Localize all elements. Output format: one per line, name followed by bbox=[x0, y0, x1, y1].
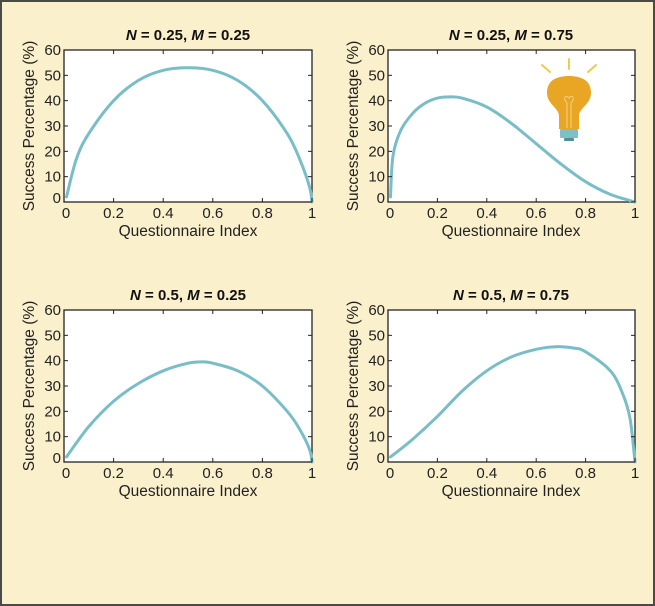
x-tick-label: 0.2 bbox=[427, 205, 448, 222]
y-tick-label: 30 bbox=[44, 378, 61, 395]
x-tick-label: 0.4 bbox=[476, 465, 497, 482]
y-tick-label: 50 bbox=[44, 327, 61, 344]
x-axis-label: Questionnaire Index bbox=[119, 223, 258, 240]
y-axis-label: Success Percentage (%) bbox=[345, 41, 362, 212]
panel-n025-m075: N = 0.25, M = 0.75 Questionnaire Index S… bbox=[345, 27, 639, 240]
y-tick-label: 30 bbox=[368, 118, 385, 135]
data-line bbox=[65, 66, 314, 204]
x-tick-label: 0.8 bbox=[252, 205, 273, 222]
y-tick-label: 20 bbox=[44, 143, 61, 160]
x-axis-label: Questionnaire Index bbox=[442, 483, 581, 500]
panel-title: N = 0.25, M = 0.25 bbox=[126, 27, 250, 44]
y-tick-label: 40 bbox=[368, 93, 385, 110]
y-axis-label: Success Percentage (%) bbox=[345, 301, 362, 472]
y-tick-label: 0 bbox=[377, 450, 385, 467]
y-tick-label: 60 bbox=[44, 42, 61, 59]
y-tick-label: 60 bbox=[368, 42, 385, 59]
lightbulb-icon bbox=[541, 58, 597, 141]
x-tick-label: 0.8 bbox=[252, 465, 273, 482]
y-tick-label: 50 bbox=[44, 67, 61, 84]
y-tick-label: 0 bbox=[377, 190, 385, 207]
x-axis-label: Questionnaire Index bbox=[119, 483, 258, 500]
x-tick-label: 0.6 bbox=[526, 465, 547, 482]
y-tick-label: 10 bbox=[368, 429, 385, 446]
y-tick-label: 60 bbox=[44, 302, 61, 319]
x-tick-label: 0.8 bbox=[575, 465, 596, 482]
plot-area bbox=[387, 309, 636, 463]
y-tick-label: 0 bbox=[53, 190, 61, 207]
panel-n05-m025: N = 0.5, M = 0.25 Questionnaire Index Su… bbox=[21, 287, 316, 500]
data-line bbox=[389, 95, 637, 204]
data-line bbox=[65, 360, 314, 464]
y-tick-label: 50 bbox=[368, 327, 385, 344]
data-line bbox=[389, 345, 637, 464]
y-tick-label: 40 bbox=[44, 93, 61, 110]
x-tick-label: 0.2 bbox=[103, 205, 124, 222]
y-tick-label: 30 bbox=[44, 118, 61, 135]
y-tick-label: 20 bbox=[44, 403, 61, 420]
x-tick-label: 0.2 bbox=[103, 465, 124, 482]
y-tick-label: 60 bbox=[368, 302, 385, 319]
x-tick-label: 0.4 bbox=[153, 465, 174, 482]
x-tick-label: 0 bbox=[62, 465, 70, 482]
x-tick-label: 1 bbox=[631, 205, 639, 222]
y-tick-label: 20 bbox=[368, 403, 385, 420]
y-tick-label: 10 bbox=[368, 169, 385, 186]
x-tick-label: 0.6 bbox=[202, 465, 223, 482]
panel-title: N = 0.5, M = 0.75 bbox=[453, 287, 569, 304]
y-tick-label: 50 bbox=[368, 67, 385, 84]
y-tick-label: 10 bbox=[44, 429, 61, 446]
y-tick-label: 0 bbox=[53, 450, 61, 467]
panel-n05-m075: N = 0.5, M = 0.75 Questionnaire Index Su… bbox=[345, 287, 639, 500]
x-tick-label: 0.4 bbox=[153, 205, 174, 222]
x-tick-label: 0.8 bbox=[575, 205, 596, 222]
x-tick-label: 1 bbox=[308, 205, 316, 222]
x-tick-label: 0.4 bbox=[476, 205, 497, 222]
plot-area bbox=[63, 309, 313, 463]
panel-n025-m025: N = 0.25, M = 0.25 Questionnaire Index S… bbox=[21, 27, 316, 240]
x-tick-label: 0 bbox=[62, 205, 70, 222]
x-tick-label: 1 bbox=[631, 465, 639, 482]
x-tick-label: 0.6 bbox=[202, 205, 223, 222]
x-tick-label: 1 bbox=[308, 465, 316, 482]
y-axis-label: Success Percentage (%) bbox=[21, 41, 38, 212]
plot-area bbox=[63, 49, 313, 203]
y-tick-label: 40 bbox=[368, 353, 385, 370]
x-axis-label: Questionnaire Index bbox=[442, 223, 581, 240]
x-tick-label: 0 bbox=[386, 465, 394, 482]
y-tick-label: 10 bbox=[44, 169, 61, 186]
x-tick-label: 0 bbox=[386, 205, 394, 222]
y-tick-label: 30 bbox=[368, 378, 385, 395]
x-tick-label: 0.2 bbox=[427, 465, 448, 482]
y-tick-label: 20 bbox=[368, 143, 385, 160]
y-axis-label: Success Percentage (%) bbox=[21, 301, 38, 472]
y-tick-label: 40 bbox=[44, 353, 61, 370]
x-tick-label: 0.6 bbox=[526, 205, 547, 222]
plot-area bbox=[387, 49, 636, 203]
panel-title: N = 0.25, M = 0.75 bbox=[449, 27, 573, 44]
panel-title: N = 0.5, M = 0.25 bbox=[130, 287, 246, 304]
